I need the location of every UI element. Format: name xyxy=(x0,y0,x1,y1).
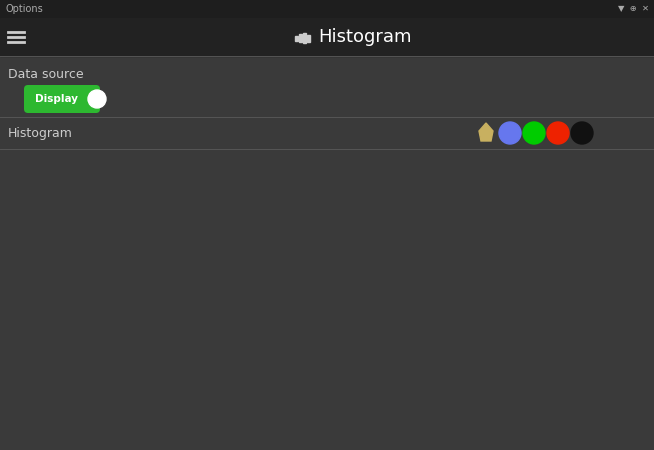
Circle shape xyxy=(499,122,521,144)
Text: Histogram: Histogram xyxy=(8,126,73,140)
Text: ▼  ⊕  ✕: ▼ ⊕ ✕ xyxy=(618,4,649,13)
Text: Display: Display xyxy=(35,94,78,104)
Bar xyxy=(0,18,654,56)
Circle shape xyxy=(571,122,593,144)
Text: Histogram: Histogram xyxy=(318,28,411,46)
Bar xyxy=(299,34,302,42)
Bar xyxy=(307,35,310,41)
Bar xyxy=(303,33,306,43)
Circle shape xyxy=(523,122,545,144)
Bar xyxy=(295,36,298,40)
Circle shape xyxy=(88,90,106,108)
Bar xyxy=(0,0,654,18)
FancyBboxPatch shape xyxy=(24,85,100,113)
Text: Data source: Data source xyxy=(8,68,84,81)
Polygon shape xyxy=(479,123,493,141)
Text: Options: Options xyxy=(6,4,44,14)
Bar xyxy=(0,56,654,450)
Circle shape xyxy=(547,122,569,144)
